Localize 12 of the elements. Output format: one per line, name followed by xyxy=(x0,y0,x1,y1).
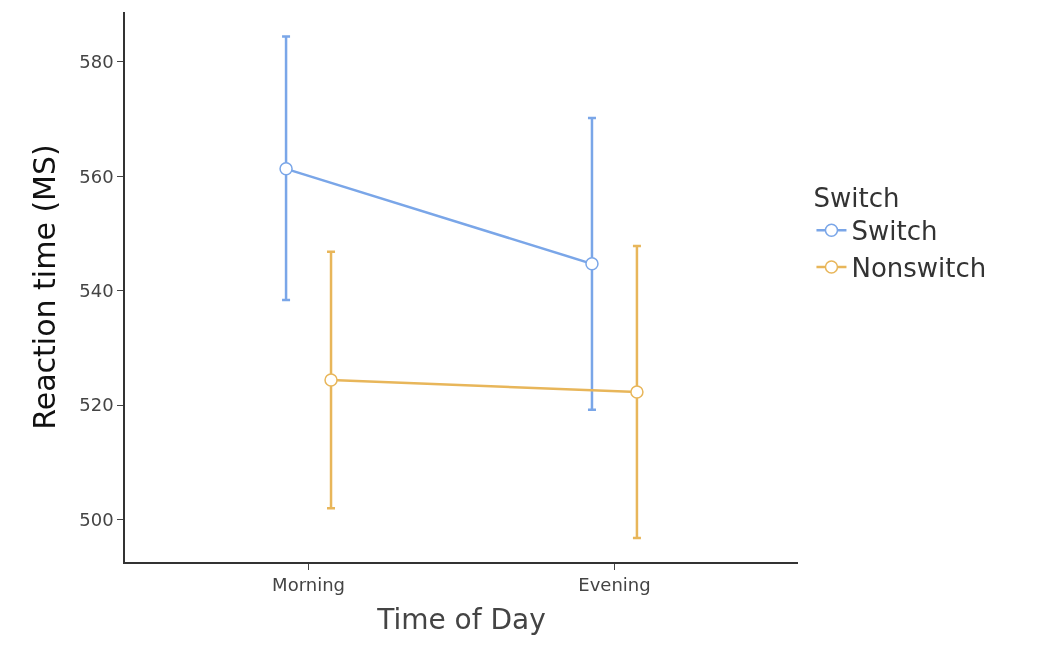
y-tick-label: 540 xyxy=(79,280,114,302)
x-tick-label: Morning xyxy=(272,574,345,596)
y-tick-label: 500 xyxy=(79,508,114,530)
legend-title: Switch xyxy=(813,182,900,213)
legend-label: Switch xyxy=(851,216,938,247)
x-axis-title: Time of Day xyxy=(376,602,546,636)
y-tick-label: 560 xyxy=(79,165,114,187)
y-axis-title: Reaction time (MS) xyxy=(26,144,62,430)
x-tick-label: Evening xyxy=(578,574,651,596)
legend-label: Nonswitch xyxy=(851,253,987,284)
y-tick-label: 580 xyxy=(79,51,114,73)
y-tick-label: 520 xyxy=(79,394,114,416)
